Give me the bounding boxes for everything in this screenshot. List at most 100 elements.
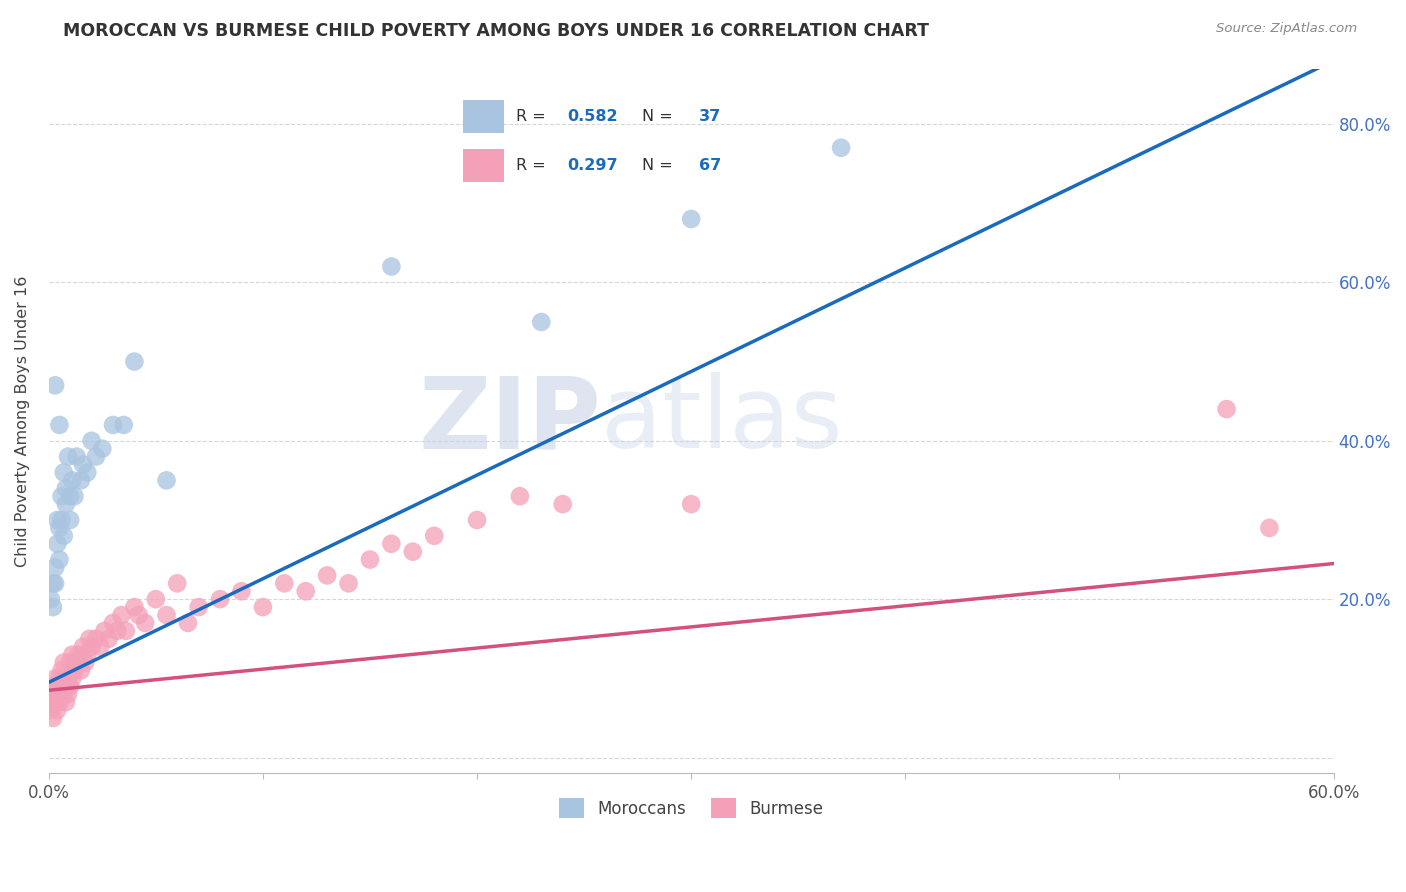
Point: [56, 672, 79, 686]
Point: [76, 466, 98, 480]
Point: [97, 632, 120, 646]
Point: [187, 600, 209, 615]
Point: [48, 552, 70, 566]
Point: [55, 497, 77, 511]
Point: [44, 378, 66, 392]
Point: [337, 576, 360, 591]
Y-axis label: Child Poverty Among Boys Under 16: Child Poverty Among Boys Under 16: [15, 276, 30, 566]
Point: [101, 615, 124, 630]
Point: [359, 552, 381, 566]
Point: [134, 615, 156, 630]
Point: [72, 458, 94, 472]
Point: [59, 489, 82, 503]
Point: [70, 474, 93, 488]
Point: [128, 607, 150, 622]
Point: [59, 656, 82, 670]
Point: [39, 592, 62, 607]
Point: [112, 417, 135, 432]
Point: [294, 584, 316, 599]
Point: [52, 466, 75, 480]
Point: [84, 632, 107, 646]
Point: [44, 695, 66, 709]
Text: atlas: atlas: [602, 373, 842, 469]
Point: [273, 576, 295, 591]
Point: [46, 537, 69, 551]
Point: [110, 607, 132, 622]
Point: [52, 687, 75, 701]
Point: [80, 640, 103, 654]
Point: [1258, 521, 1281, 535]
Point: [75, 656, 97, 670]
Point: [46, 703, 69, 717]
Point: [67, 648, 90, 662]
Point: [52, 529, 75, 543]
Point: [1215, 402, 1237, 417]
Point: [124, 354, 146, 368]
Point: [44, 576, 66, 591]
Point: [44, 687, 66, 701]
Point: [681, 497, 703, 511]
Point: [115, 624, 138, 638]
Point: [46, 513, 69, 527]
Point: [52, 656, 75, 670]
Point: [60, 672, 83, 686]
Point: [48, 687, 70, 701]
Point: [80, 434, 103, 448]
Point: [55, 695, 77, 709]
Point: [70, 664, 93, 678]
Point: [84, 450, 107, 464]
Point: [60, 474, 83, 488]
Point: [39, 687, 62, 701]
Point: [51, 513, 73, 527]
Point: [63, 489, 86, 503]
Point: [76, 648, 98, 662]
Point: [48, 521, 70, 535]
Point: [44, 560, 66, 574]
Point: [402, 544, 425, 558]
Point: [42, 711, 65, 725]
Text: ZIP: ZIP: [419, 373, 602, 469]
Point: [60, 648, 83, 662]
Point: [59, 513, 82, 527]
Point: [55, 481, 77, 495]
Point: [46, 679, 69, 693]
Point: [51, 679, 73, 693]
Point: [63, 664, 86, 678]
Point: [124, 600, 146, 615]
Point: [42, 695, 65, 709]
Point: [91, 442, 114, 456]
Point: [65, 450, 87, 464]
Point: [89, 640, 111, 654]
Point: [51, 489, 73, 503]
Point: [39, 703, 62, 717]
Point: [423, 529, 446, 543]
Point: [48, 417, 70, 432]
Point: [316, 568, 339, 582]
Point: [380, 537, 402, 551]
Text: Source: ZipAtlas.com: Source: ZipAtlas.com: [1216, 22, 1357, 36]
Point: [177, 615, 200, 630]
Point: [65, 656, 87, 670]
Point: [56, 687, 79, 701]
Point: [681, 212, 703, 227]
Point: [155, 607, 177, 622]
Point: [42, 679, 65, 693]
Point: [551, 497, 574, 511]
Point: [44, 672, 66, 686]
Point: [59, 679, 82, 693]
Point: [209, 592, 232, 607]
Point: [42, 600, 65, 615]
Point: [42, 576, 65, 591]
Point: [93, 624, 115, 638]
Point: [380, 260, 402, 274]
Point: [51, 664, 73, 678]
Point: [56, 450, 79, 464]
Legend: Moroccans, Burmese: Moroccans, Burmese: [553, 791, 830, 825]
Point: [72, 640, 94, 654]
Point: [105, 624, 128, 638]
Point: [48, 672, 70, 686]
Point: [252, 600, 274, 615]
Point: [509, 489, 531, 503]
Point: [101, 417, 124, 432]
Point: [166, 576, 188, 591]
